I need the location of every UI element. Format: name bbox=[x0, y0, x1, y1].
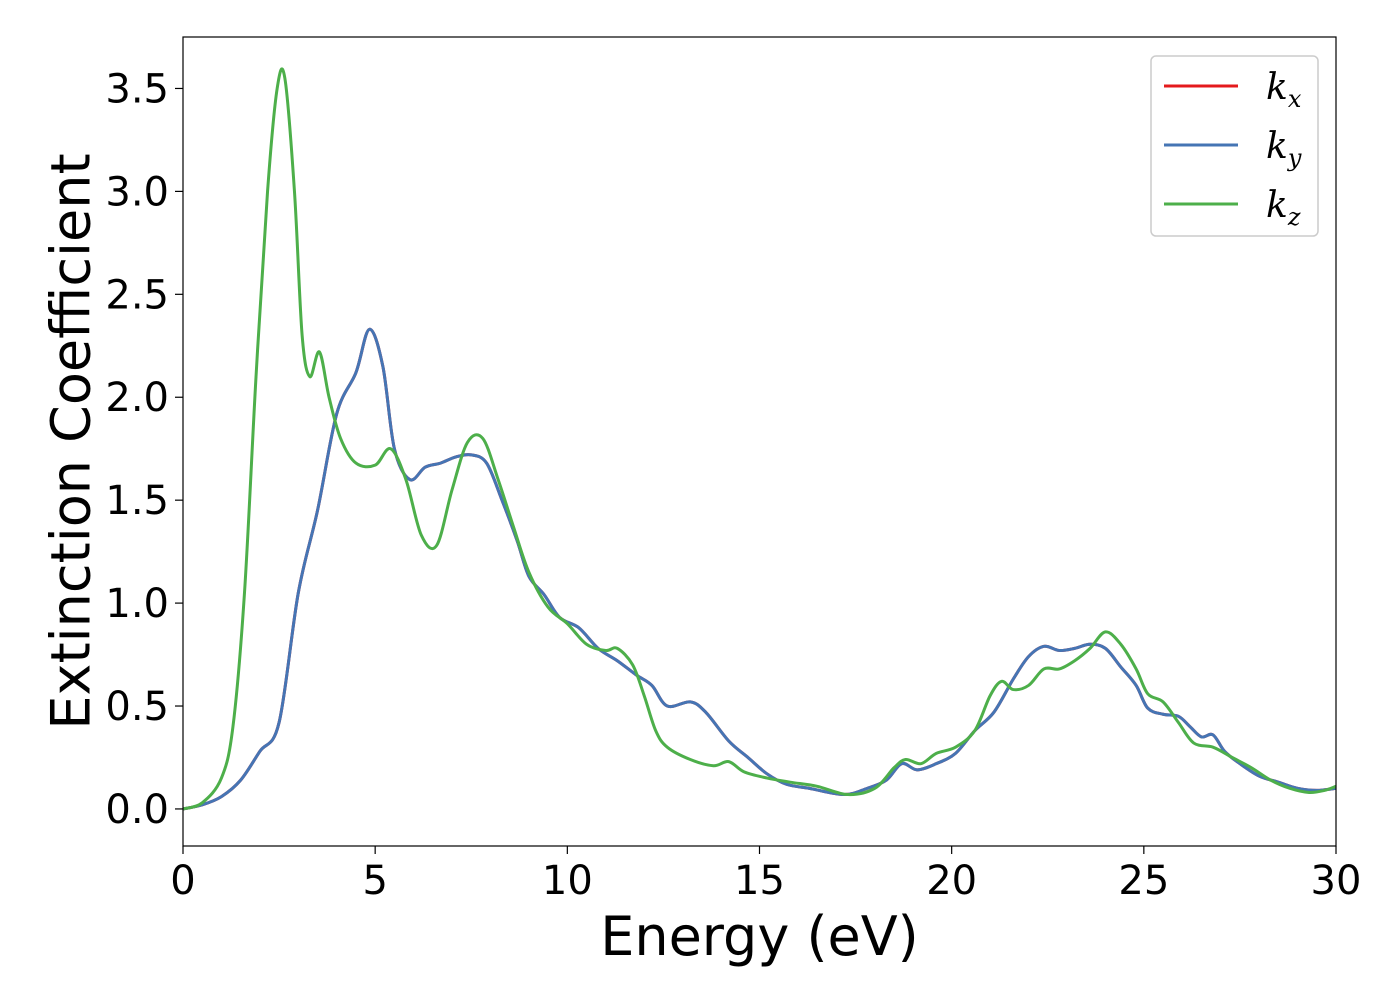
series-line-z bbox=[183, 67, 1336, 811]
y-axis-title: Extinction Coefficient bbox=[40, 153, 103, 729]
y-tick-label: 2.5 bbox=[105, 272, 169, 318]
x-axis: 0 5 10 15 20 25 30 bbox=[170, 846, 1361, 904]
legend-label: kx bbox=[1266, 67, 1302, 113]
x-tick-label: 0 bbox=[170, 858, 195, 904]
series-line-y bbox=[183, 327, 1336, 811]
y-tick-label: 3.5 bbox=[105, 66, 169, 112]
legend-label: ky bbox=[1266, 126, 1302, 172]
legend-item-z: kz bbox=[1164, 185, 1301, 231]
legend-item-y: ky bbox=[1164, 126, 1302, 172]
y-tick-label: 0.0 bbox=[105, 787, 169, 833]
legend-label: kz bbox=[1266, 185, 1301, 231]
y-axis: 0.0 0.5 1.0 1.5 2.0 2.5 3.0 3.5 bbox=[105, 66, 183, 833]
y-tick-label: 3.0 bbox=[105, 169, 169, 215]
x-tick-label: 15 bbox=[734, 858, 785, 904]
x-axis-title: Energy (eV) bbox=[600, 905, 919, 968]
x-tick-label: 30 bbox=[1311, 858, 1362, 904]
x-tick-label: 20 bbox=[926, 858, 977, 904]
series-line-x bbox=[183, 327, 1336, 811]
legend-item-x: kx bbox=[1164, 67, 1302, 113]
y-tick-label: 0.5 bbox=[105, 684, 169, 730]
legend: kx ky kz bbox=[1150, 55, 1319, 237]
x-tick-label: 10 bbox=[542, 858, 593, 904]
y-tick-label: 1.5 bbox=[105, 478, 169, 524]
x-tick-label: 25 bbox=[1118, 858, 1169, 904]
x-tick-label: 5 bbox=[362, 858, 387, 904]
y-tick-label: 1.0 bbox=[105, 581, 169, 627]
y-tick-label: 2.0 bbox=[105, 375, 169, 421]
plot-lines bbox=[183, 67, 1336, 811]
